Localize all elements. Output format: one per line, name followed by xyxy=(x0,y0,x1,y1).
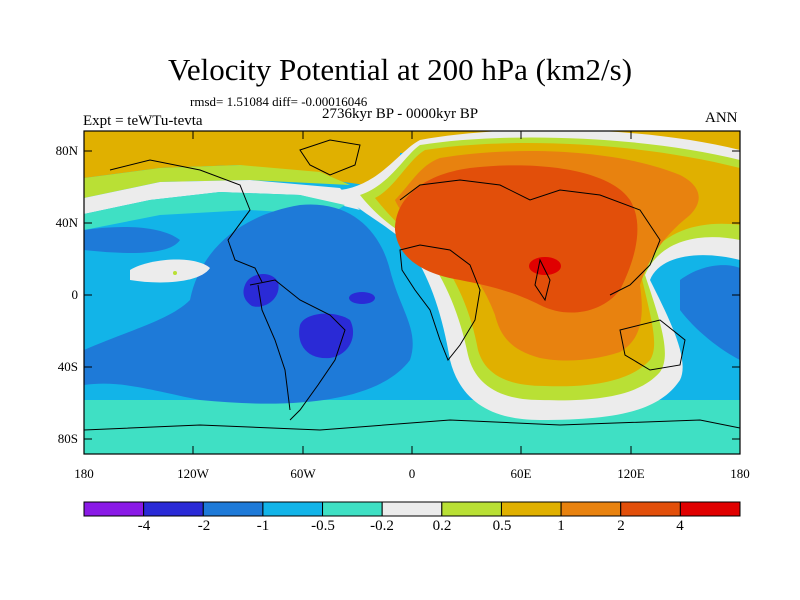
coast-africa xyxy=(399,244,481,361)
field-east-max xyxy=(529,257,561,275)
season-label: ANN xyxy=(705,110,738,126)
experiment-label: Expt = teWTu-tevta xyxy=(83,113,203,129)
field-north-white xyxy=(84,180,360,214)
colorbar-swatch xyxy=(202,501,264,517)
colorbar-label: 4 xyxy=(676,518,684,534)
colorbar-label: 2 xyxy=(617,518,625,534)
colorbar-swatch xyxy=(679,501,741,517)
lat-label-40s: 40S xyxy=(57,359,78,374)
field-north-green xyxy=(84,165,350,198)
lon-tick-marks xyxy=(192,131,632,454)
colorbar-swatch xyxy=(83,501,145,517)
lon-label-60w: 60W xyxy=(290,466,316,481)
colorbar-swatch xyxy=(262,501,324,517)
lon-label-180e: 180 xyxy=(730,466,750,481)
colorbar-label: 0.2 xyxy=(432,518,452,534)
colorbar-label: -0.5 xyxy=(311,518,335,534)
field-pacific-dot xyxy=(173,271,177,275)
field-core-1 xyxy=(243,274,279,307)
colorbar-swatch xyxy=(143,501,204,517)
lat-label-80n: 80N xyxy=(55,143,78,158)
colorbar-label: 1 xyxy=(557,518,565,534)
rmsd-stats: rmsd= 1.51084 diff= -0.00016046 xyxy=(190,94,368,109)
time-period: 2736kyr BP - 0000kyr BP xyxy=(322,106,479,122)
colorbar-swatch xyxy=(620,501,681,517)
colorbar-label: 0.5 xyxy=(492,518,512,534)
colorbar-label: -4 xyxy=(137,518,151,534)
field-east-redorange xyxy=(395,165,638,313)
field-east-pacific-blue xyxy=(680,265,740,360)
colorbar-label: -2 xyxy=(197,518,211,534)
coast-sa-west xyxy=(257,284,291,411)
coast-greenland xyxy=(299,139,361,176)
field-core-3 xyxy=(349,292,375,304)
map-title: Velocity Potential at 200 hPa (km2/s) xyxy=(167,52,633,87)
field-west-blue-small xyxy=(84,227,180,253)
coastlines xyxy=(84,139,740,431)
colorbar-label: -0.2 xyxy=(370,518,394,534)
map-field xyxy=(84,131,740,454)
lon-label-60e: 60E xyxy=(510,466,532,481)
lon-label-180w: 180 xyxy=(74,466,94,481)
field-pacific-white xyxy=(130,259,210,283)
coast-north-america xyxy=(109,159,263,283)
colorbar-swatch xyxy=(441,501,502,517)
coast-india xyxy=(534,258,551,302)
coast-eurasia xyxy=(399,179,661,296)
colorbar-swatch xyxy=(322,501,383,517)
lon-label-120e: 120E xyxy=(617,466,645,481)
lon-label-0: 0 xyxy=(408,466,416,481)
lat-label-0: 0 xyxy=(71,287,79,302)
lat-tick-marks xyxy=(84,150,740,440)
coast-south-america xyxy=(249,279,346,421)
lat-label-80s: 80S xyxy=(57,431,78,446)
coast-antarctica xyxy=(84,419,740,431)
colorbar-label: -1 xyxy=(256,518,270,534)
colorbar-swatch xyxy=(500,501,562,517)
colorbar-swatch xyxy=(560,501,622,517)
field-north-turq xyxy=(84,192,345,230)
lon-label-120w: 120W xyxy=(177,466,209,481)
coast-australia xyxy=(619,319,686,371)
colorbar xyxy=(83,501,741,517)
lat-label-40n: 40N xyxy=(55,215,78,230)
colorbar-swatch xyxy=(381,501,443,517)
